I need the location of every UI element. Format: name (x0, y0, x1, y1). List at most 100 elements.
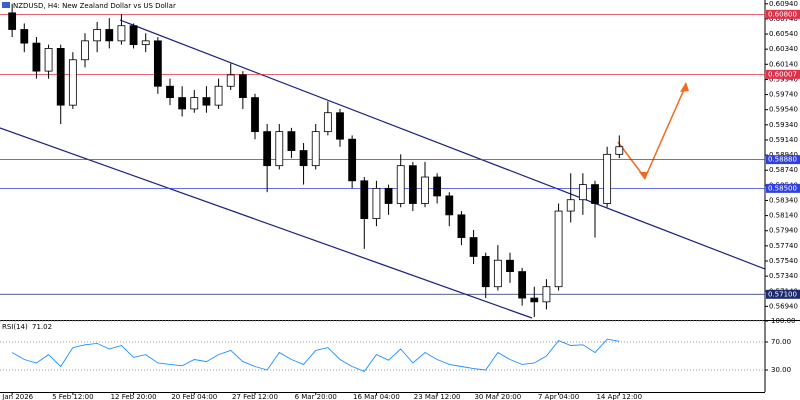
y-tick-label: 0.59340 (769, 121, 798, 129)
x-tick-label: 29 Jan 2026 (0, 393, 34, 400)
y-tick-label: 0.57340 (769, 272, 798, 280)
candle-body (251, 97, 259, 133)
candle-body (603, 153, 612, 204)
candle-body (566, 199, 575, 212)
candle-body (32, 42, 41, 72)
y-tick-label: 0.57740 (769, 242, 798, 250)
candle-body (481, 256, 490, 288)
candle-body (44, 48, 53, 72)
level-label-box (766, 9, 800, 19)
level-label-box (766, 183, 800, 193)
candle-body (323, 112, 332, 133)
candle-body (615, 146, 624, 155)
level-label-box (766, 69, 800, 79)
candle-body (591, 184, 599, 204)
level-label-box (766, 155, 800, 165)
chart-title: NZDUSD, H4: New Zealand Dollar vs US Dol… (13, 2, 176, 10)
x-tick-label: 7 Apr 04:00 (538, 393, 579, 400)
y-tick-label: 0.59740 (769, 91, 798, 99)
level-label: 0.58880 (768, 156, 797, 164)
x-tick-label: 27 Feb 12:00 (232, 393, 278, 400)
candle-body (578, 184, 587, 201)
level-label: 0.57100 (768, 290, 797, 298)
symbol-icon (2, 2, 10, 8)
arrow-head (639, 172, 648, 180)
candle-body (275, 131, 284, 167)
level-label: 0.58500 (768, 184, 797, 192)
candle-body (68, 59, 77, 106)
y-tick-label: 0.58140 (769, 212, 798, 220)
y-tick-label: 0.60540 (769, 30, 798, 38)
candle-body (493, 259, 502, 288)
candle-body (141, 40, 150, 46)
y-tick-label: 0.60340 (769, 45, 798, 53)
candle-body (542, 286, 551, 303)
y-tick-label: 0.59940 (769, 75, 798, 83)
y-tick-label: 0.58740 (769, 166, 798, 174)
candle-body (372, 187, 381, 220)
x-tick-label: 30 Mar 20:00 (474, 393, 521, 400)
level-label: 0.60800 (768, 10, 797, 18)
candle-body (311, 131, 320, 167)
candle-body (117, 25, 126, 42)
candle-body (105, 29, 114, 42)
y-tick-label: 100.00 (771, 317, 796, 325)
rsi-line (11, 338, 620, 372)
arrow-head (680, 82, 689, 92)
rsi-name: RSI(14) (2, 323, 28, 331)
candle-body (214, 85, 223, 106)
candle-body (469, 237, 478, 257)
candle-body (226, 74, 235, 87)
candle-body (445, 195, 454, 216)
candle-body (129, 25, 138, 46)
y-tick-label: 0.57940 (769, 227, 798, 235)
channel-upper (119, 19, 766, 270)
x-tick-label: 23 Mar 12:00 (414, 393, 461, 400)
y-tick-label: 0.57540 (769, 257, 798, 265)
candle-body (384, 187, 393, 204)
candle-body (56, 48, 65, 106)
x-tick-label: 14 Apr 12:00 (596, 393, 642, 400)
candle-body (166, 85, 174, 98)
rsi-current: 71.02 (32, 323, 52, 331)
candle-body (178, 97, 187, 110)
y-tick-label: 0.59140 (769, 136, 798, 144)
candle-body (348, 138, 357, 182)
candle-body (287, 131, 296, 151)
y-tick-label: 0.60140 (769, 60, 798, 68)
x-tick-label: 5 Feb 12:00 (52, 393, 93, 400)
x-tick-label: 16 Mar 04:00 (353, 393, 400, 400)
y-tick-label: 0.60940 (769, 0, 798, 8)
candle-body (8, 12, 17, 30)
candle-body (457, 214, 466, 238)
y-tick-label: 0.58940 (769, 151, 798, 159)
candle-body (396, 165, 405, 204)
x-tick-label: 20 Feb 04:00 (171, 393, 217, 400)
x-tick-label: 12 Feb 20:00 (111, 393, 157, 400)
y-tick-label: 0.60740 (769, 15, 798, 23)
y-tick-label: 30.00 (771, 366, 791, 374)
y-tick-label: 70.00 (771, 338, 791, 346)
y-tick-label: 0.58340 (769, 196, 798, 204)
y-tick-label: 0.56940 (769, 302, 798, 310)
level-label-box (766, 289, 800, 299)
candle-body (554, 210, 563, 288)
candle-body (360, 180, 369, 220)
candle-body (263, 131, 272, 167)
candle-body (81, 40, 89, 61)
candle-body (506, 259, 514, 272)
candle-body (433, 176, 442, 197)
candle-body (20, 29, 29, 44)
candle-body (421, 176, 429, 204)
level-label: 0.60007 (768, 70, 797, 78)
candle-body (153, 40, 162, 87)
candle-body (408, 165, 417, 204)
candle-body (238, 74, 247, 98)
candle-body (299, 150, 308, 167)
candle-body (202, 97, 211, 106)
candle-body (93, 29, 102, 42)
candle-body (336, 112, 344, 140)
y-tick-label: 0.59540 (769, 106, 798, 114)
candle-body (530, 297, 539, 303)
